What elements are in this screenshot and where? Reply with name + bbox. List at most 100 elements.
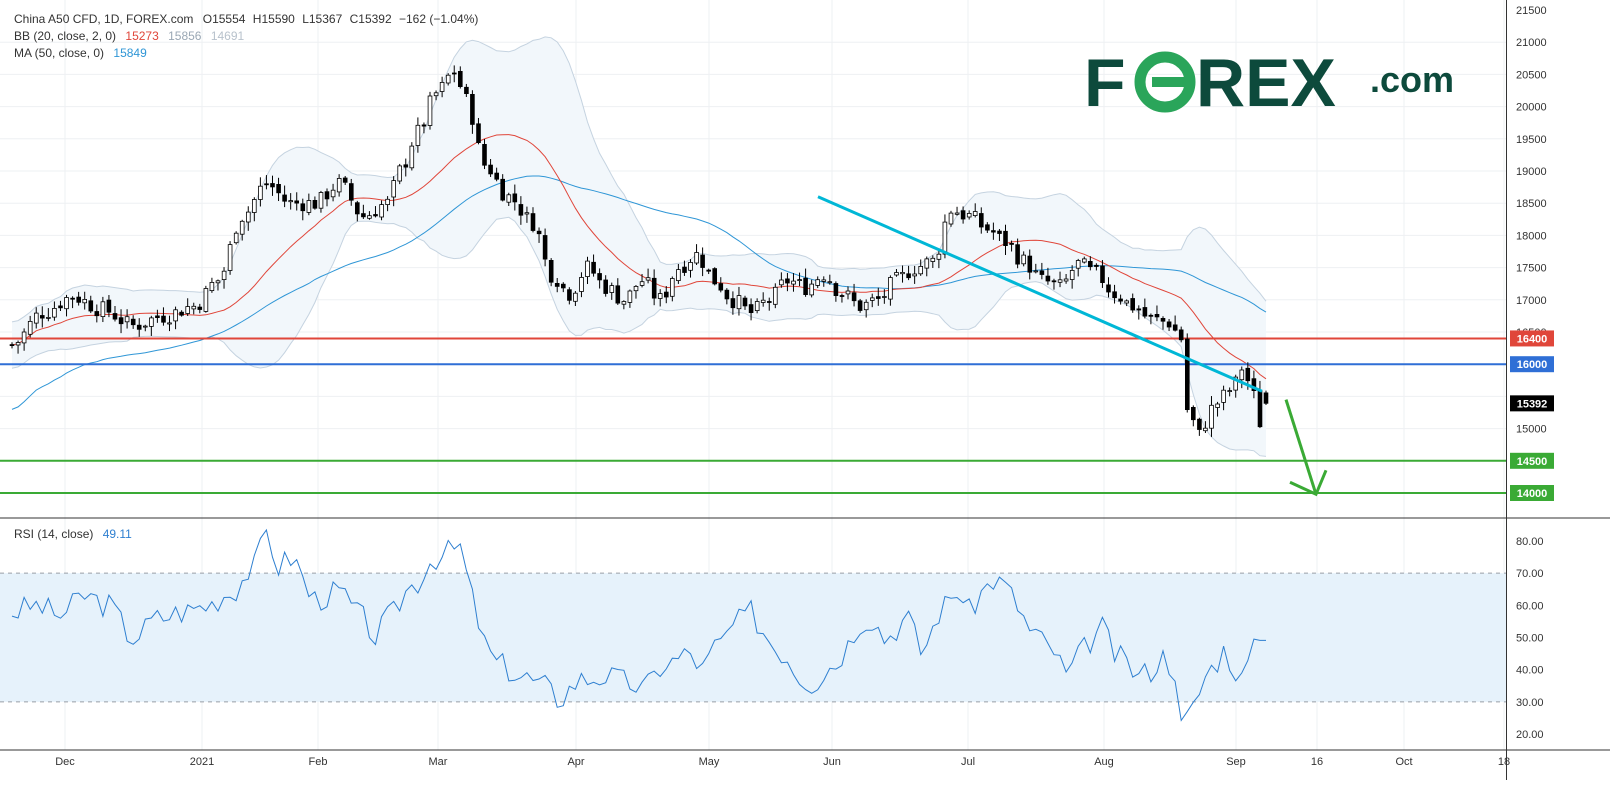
candle-body [1069,269,1075,280]
candle-body [876,296,881,299]
candle [306,193,312,216]
candle [76,291,82,306]
candle [966,210,972,220]
candle [900,265,905,283]
candle-body [1015,244,1020,265]
candle [270,175,275,196]
candle [615,278,621,305]
candle-body [488,164,493,175]
y-tick-label: 19500 [1516,134,1547,146]
candle [664,286,669,304]
candle [118,309,124,334]
y-tick-label: 21000 [1516,37,1547,49]
candle-body [706,269,711,272]
candle [15,340,21,354]
candle [124,309,130,329]
candle [1124,299,1130,307]
logo-o-bar [1152,77,1192,87]
candle-body [142,325,148,328]
candle-body [645,277,651,281]
candle [94,304,100,323]
candle-body [603,279,608,294]
projection-arrow-shaft [1284,399,1318,495]
candle-body [136,324,142,330]
candle-body [1063,278,1069,282]
candle [882,289,887,304]
x-tick-label: 2021 [190,756,214,768]
candle [300,198,306,221]
projection-arrow [1284,399,1328,497]
candle [815,276,820,289]
candle [621,300,627,310]
candle [1136,305,1142,320]
candle [718,277,724,293]
candle-body [664,291,669,298]
candle-body [354,202,360,215]
candle-body [15,342,21,346]
candle [670,276,675,302]
candle [1088,256,1093,271]
candle-body [233,232,239,244]
candle-body [433,92,439,97]
candle-body [1185,338,1190,410]
candle [179,310,184,317]
candle-body [621,301,627,305]
price-tag-label: 16000 [1517,359,1548,371]
candle-body [536,230,542,235]
candle [1191,405,1196,427]
candle-body [1233,376,1239,391]
bollinger-band-area [12,36,1266,457]
candle-body [1148,314,1154,317]
candle [682,260,687,276]
candle [391,176,396,207]
candle [506,192,512,207]
candle [657,289,663,307]
candle-body [494,172,499,180]
candle [748,298,754,321]
rsi-tick-label: 20.00 [1516,729,1544,741]
candle-body [482,143,487,166]
candle-body [815,279,820,286]
candle-body [863,301,869,311]
trendline [817,195,1263,393]
price-tag-label: 14500 [1517,456,1548,468]
candle-body [124,316,130,323]
legend-bb-upper: 15856 [168,29,202,43]
candle [361,204,366,219]
candle [1069,265,1075,289]
candle-body [1045,275,1051,282]
candle-body [300,203,306,212]
candle [367,211,372,220]
y-tick-label: 19000 [1516,166,1547,178]
legend-bb-label: BB (20, close, 2, 0) [14,29,116,43]
candle [500,174,505,202]
candle-body [779,279,784,286]
candle [1094,263,1099,271]
legend-ma-label: MA (50, close, 0) [14,46,104,60]
candle [27,315,33,338]
candle [1051,278,1057,290]
rsi-band [0,573,1506,702]
candle [100,296,106,323]
candle [700,247,705,277]
candle-body [500,178,505,201]
candle [1057,271,1063,288]
y-tick-label: 17500 [1516,263,1547,275]
candle-body [64,297,69,310]
candle-body [930,257,936,262]
candle [1015,238,1020,269]
candle [421,122,427,134]
svg-text:MA (50, close, 0) 15849: MA (50, close, 0) 15849 [14,46,147,60]
candle [149,315,154,336]
bollinger-middle-line [11,134,1267,380]
candle [857,298,863,313]
candle [894,268,899,277]
candle-body [670,278,675,297]
candle-body [373,214,378,217]
candle-body [167,322,172,325]
candle [579,272,584,298]
candle [585,256,590,285]
legend-close: 15392 [358,12,392,26]
candle-body [385,198,390,206]
candle-body [506,194,512,203]
